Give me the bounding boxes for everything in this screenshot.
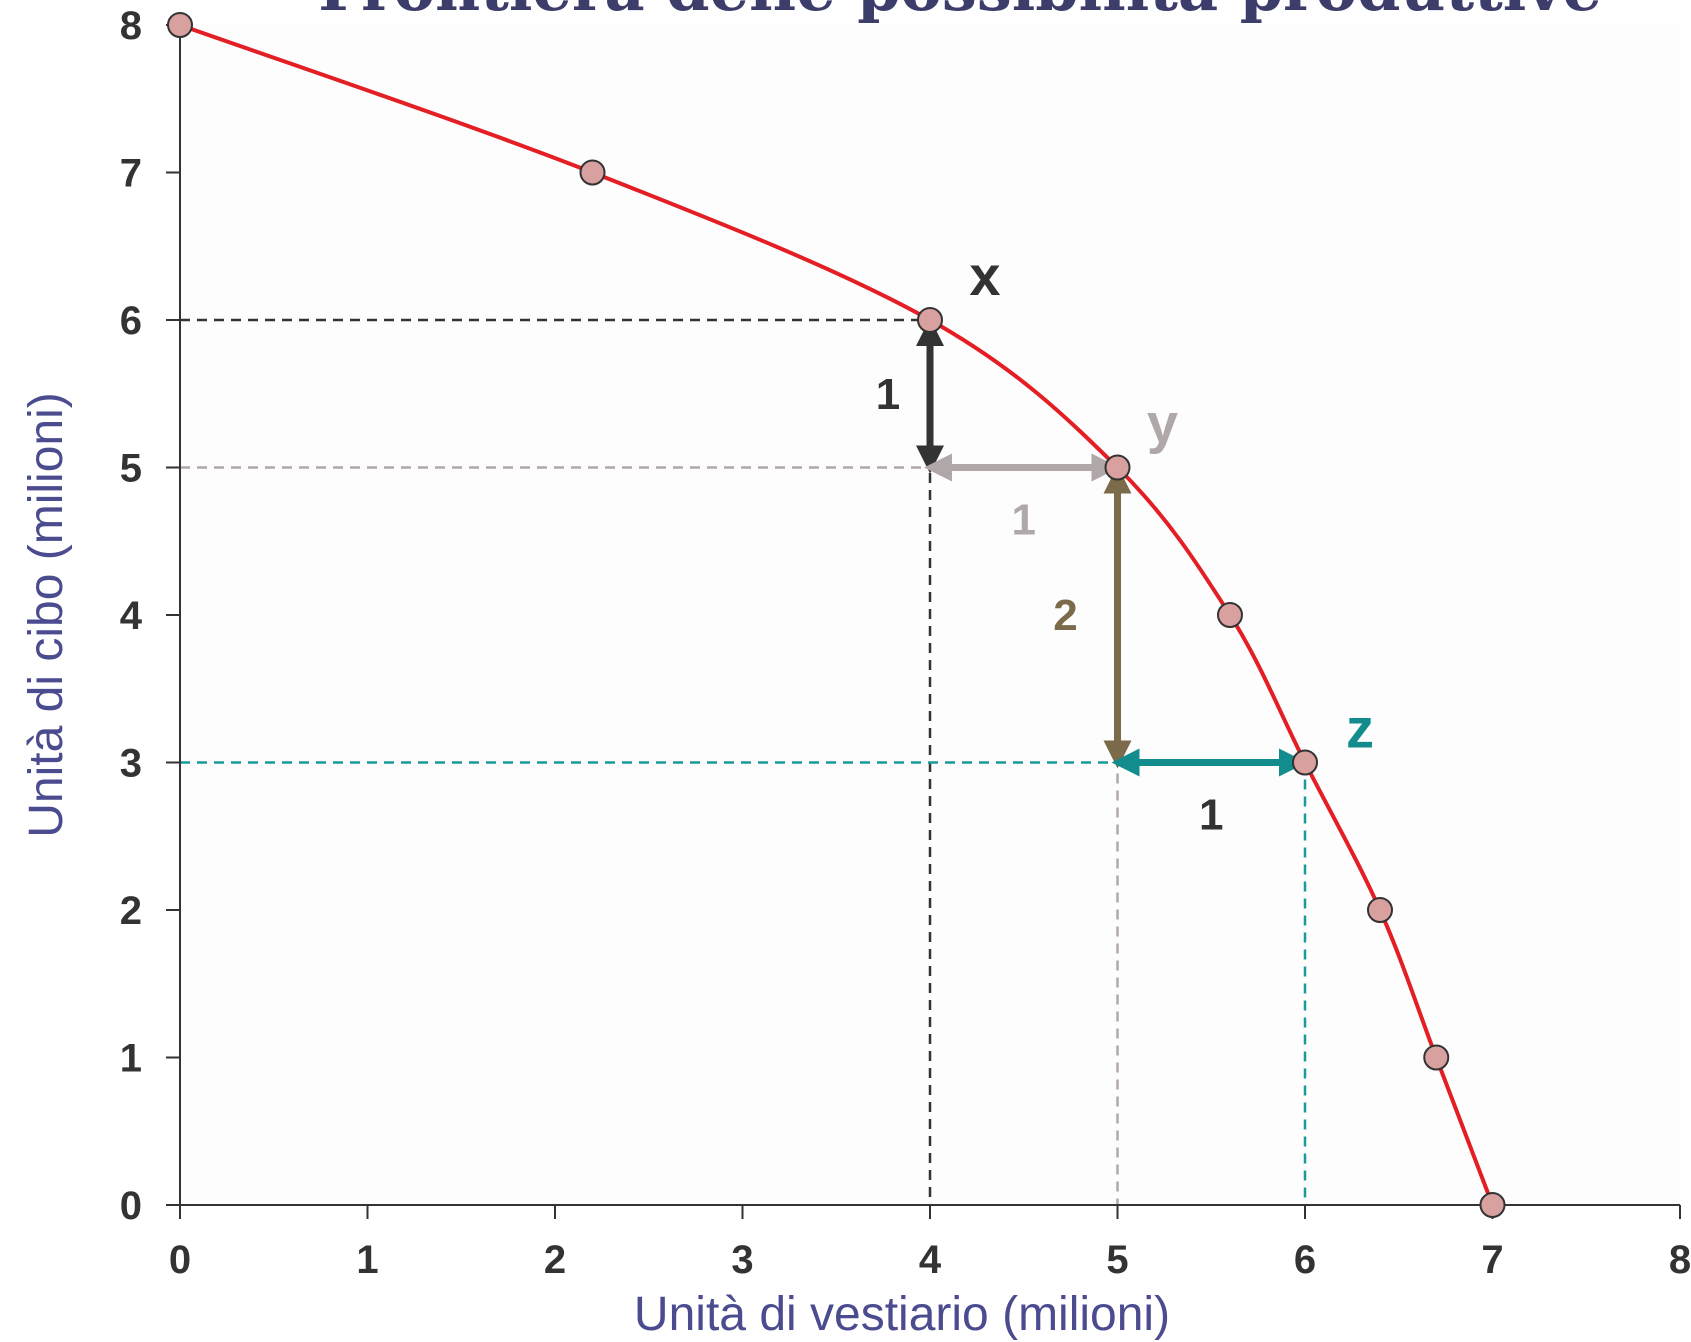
data-point (1479, 1192, 1506, 1218)
data-point (1367, 897, 1393, 923)
x-tick-label: 8 (1669, 1238, 1691, 1282)
y-tick-label: 8 (120, 4, 142, 48)
x-axis-title: Unità di vestiario (milioni) (634, 1288, 1170, 1341)
y-tick-label: 2 (120, 889, 142, 933)
point-label-x: x (969, 244, 1000, 307)
y-tick-label: 5 (120, 447, 142, 491)
data-point (1423, 1044, 1450, 1071)
point-label-z: z (1346, 697, 1374, 760)
y-tick-label: 0 (120, 1184, 142, 1228)
y-tick-label: 1 (120, 1037, 142, 1081)
arrow-label-1: 1 (876, 370, 900, 419)
markers (167, 12, 1506, 1218)
arrows (916, 318, 1307, 777)
y-tick-label: 6 (120, 299, 142, 343)
data-point (1292, 749, 1318, 776)
chart-title: Frontiera delle possibilità produttive (318, 0, 1602, 25)
x-tick-label: 0 (169, 1238, 191, 1282)
x-tick-label: 2 (544, 1238, 566, 1282)
y-tick-label: 7 (120, 152, 142, 196)
data-point (1104, 454, 1131, 481)
data-point (167, 12, 193, 38)
x-tick-label: 6 (1294, 1238, 1316, 1282)
data-point (579, 159, 606, 186)
data-point (1217, 602, 1243, 628)
y-axis-title: Unità di cibo (milioni) (20, 392, 73, 837)
x-tick-label: 7 (1481, 1238, 1503, 1282)
x-tick-label: 4 (919, 1238, 942, 1282)
y-tick-label: 3 (120, 742, 142, 786)
arrow-label-2: 1 (1012, 496, 1036, 545)
x-tick-label: 1 (356, 1238, 378, 1282)
point-label-y: y (1147, 392, 1178, 455)
data-point (917, 307, 943, 333)
arrow-label-4: 1 (1199, 791, 1223, 840)
arrow-label-3: 2 (1053, 591, 1077, 640)
y-tick-label: 4 (120, 594, 143, 638)
x-tick-label: 5 (1106, 1238, 1128, 1282)
x-tick-label: 3 (731, 1238, 753, 1282)
